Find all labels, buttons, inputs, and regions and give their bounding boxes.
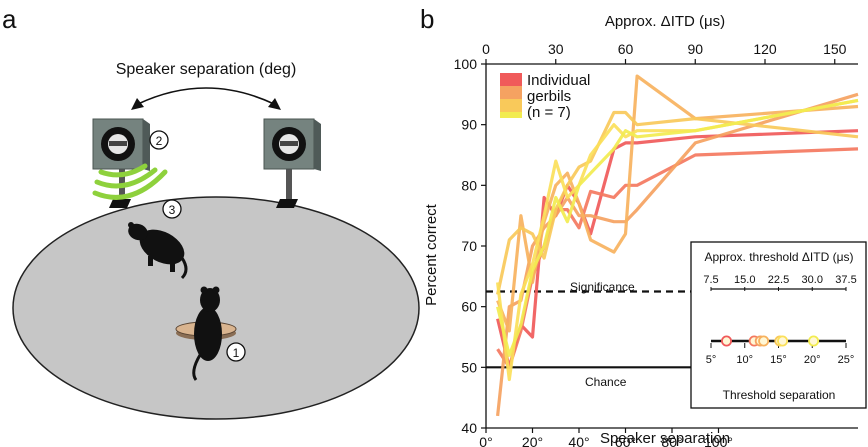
x-tick-label: 40°: [568, 434, 589, 447]
svg-text:3: 3: [169, 203, 176, 217]
gerbil-line-6: [496, 98, 859, 382]
top-axis-title: Approx. ΔITD (μs): [605, 13, 725, 30]
chart-axes: 40 50 60 70 80 90 100 0° 20° 40° 60° 80° 100° 0 30 60 90…: [454, 41, 858, 447]
y-tick-label: 100: [454, 56, 478, 72]
top-tick-label: 150: [823, 41, 847, 57]
y-tick-label: 90: [461, 117, 477, 133]
top-tick-label: 60: [618, 41, 634, 57]
y-tick-label: 40: [461, 420, 477, 436]
x-tick-label: 60°: [615, 434, 636, 447]
gerbil-line-7: [496, 98, 859, 357]
top-tick-label: 120: [753, 41, 777, 57]
sitting-gerbil-silhouette: [192, 286, 222, 381]
inset-top-tick-label: 15.0: [734, 274, 755, 286]
gerbil-line-5: [496, 110, 859, 295]
threshold-point: [721, 335, 733, 347]
threshold-inset: Approx. threshold ΔITD (μs) Threshold se…: [690, 241, 867, 409]
speaker-separation-label: Speaker separation (deg): [116, 61, 297, 78]
gerbil-series: [496, 74, 859, 417]
threshold-point: [777, 335, 789, 347]
separation-arrow: [131, 87, 281, 110]
inset-top-tick-label: 30.0: [802, 274, 823, 286]
inset-bottom-tick-label: 5°: [706, 354, 717, 366]
inset-frame: [690, 241, 867, 409]
running-gerbil-silhouette: [128, 222, 188, 280]
significance-label: Significance: [570, 280, 635, 294]
inset-bottom-tick-label: 20°: [804, 354, 821, 366]
inset-xlabel: Threshold separation: [723, 388, 836, 402]
chance-label: Chance: [585, 375, 627, 389]
legend: Individual gerbils (n = 7): [500, 72, 590, 121]
gerbil-line-4: [496, 74, 859, 333]
y-tick-label: 70: [461, 238, 477, 254]
threshold-point: [758, 335, 770, 347]
x-tick-label: 100°: [704, 434, 733, 447]
top-tick-label: 30: [548, 41, 564, 57]
legend-line-1: Individual: [527, 72, 590, 89]
svg-text:2: 2: [156, 134, 163, 148]
marker-3: 3: [162, 199, 182, 219]
x-axis-title: Speaker separation: [600, 430, 730, 447]
reference-lines: Significance Chance: [486, 280, 858, 389]
x-tick-label: 80°: [661, 434, 682, 447]
legend-line-3: (n = 7): [527, 104, 571, 121]
right-speaker: [263, 118, 321, 208]
left-speaker: [92, 118, 150, 208]
inset-title: Approx. threshold ΔITD (μs): [705, 250, 854, 264]
threshold-point: [808, 335, 820, 347]
sound-waves: [92, 163, 168, 200]
inset-bottom-tick-label: 15°: [770, 354, 787, 366]
panel-b-letter: b: [420, 4, 434, 34]
inset-bottom-tick-label: 10°: [736, 354, 753, 366]
y-axis-title: Percent correct: [423, 203, 440, 306]
top-tick-label: 90: [687, 41, 703, 57]
top-tick-label: 0: [482, 41, 490, 57]
inset-bottom-tick-label: 25°: [838, 354, 855, 366]
inset-top-tick-label: 37.5: [835, 274, 856, 286]
panel-a-letter: a: [2, 4, 17, 34]
y-tick-label: 60: [461, 299, 477, 315]
y-tick-label: 80: [461, 177, 477, 193]
inset-top-tick-label: 22.5: [768, 274, 789, 286]
marker-2: 2: [149, 130, 169, 150]
y-tick-label: 50: [461, 359, 477, 375]
marker-1: 1: [226, 342, 246, 362]
svg-text:1: 1: [233, 346, 240, 360]
inset-top-tick-label: 7.5: [703, 274, 718, 286]
inset-axes: 7.5 15.0 22.5 30.0 37.5 5° 10° 15° 20° 25°: [703, 274, 856, 366]
x-tick-label: 0°: [479, 434, 492, 447]
legend-line-2: gerbils: [527, 88, 571, 105]
x-tick-label: 20°: [522, 434, 543, 447]
